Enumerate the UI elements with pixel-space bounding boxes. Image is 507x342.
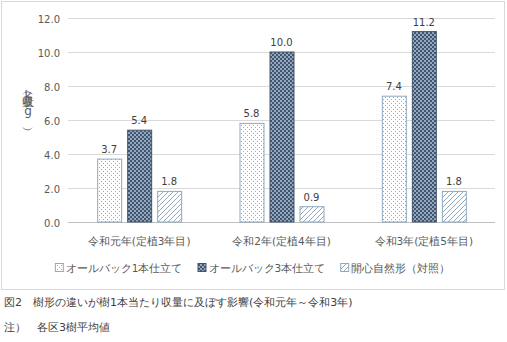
caption-title: 図2 樹形の違いが樹1本当たり収量に及ぼす影響(令和元年～令和3年) [4,296,353,309]
y-tick-label: 6.0 [44,116,60,127]
y-tick-label: 12.0 [38,14,60,25]
data-label: 5.4 [131,115,147,126]
bar [158,191,182,222]
data-label: 1.8 [161,176,177,187]
data-label: 10.0 [270,37,292,48]
x-tick-label: 令和元年(定植3年目) [88,235,191,247]
data-label: 3.7 [101,144,117,155]
y-tick-label: 2.0 [44,184,60,195]
y-tick-label: 8.0 [44,82,60,93]
data-label: 1.8 [446,176,462,187]
legend-label: オールバック3本仕立て [209,262,326,274]
y-tick-label: 4.0 [44,150,60,161]
legend-swatch [198,264,206,272]
legend-swatch [55,264,63,272]
x-tick-label: 令和3年(定植5年目) [375,235,474,247]
y-tick-label: 0.0 [44,218,60,229]
legend-label: 開心自然形（対照） [351,262,450,274]
legend: オールバック1本仕立て オールバック3本仕立て 開心自然形（対照） [55,262,450,274]
y-axis-line [68,18,69,222]
bar [382,96,406,222]
x-tick-label: 令和2年(定植4年目) [232,235,331,247]
bar [128,130,152,222]
chart-frame [2,2,505,290]
annotation: 注） 各区3樹平均値 [4,321,110,334]
y-tick-label: 10.0 [38,48,60,59]
data-label: 0.9 [304,192,320,203]
bar [240,123,264,222]
data-label: 5.8 [244,108,260,119]
y-axis-title: 収量（kg） [21,86,35,131]
data-label: 7.4 [386,81,402,92]
bar [270,52,294,222]
data-label: 11.2 [413,17,435,28]
bar [442,191,466,222]
bar [300,207,324,222]
legend-label: オールバック1本仕立て [66,262,183,274]
legend-swatch [341,264,349,272]
bar [98,159,122,222]
bar [412,32,436,222]
chart-root: 0.0 2.0 4.0 6.0 8.0 10.0 12.0 収量（kg） 3.7 5.4 1.8 5.… [0,0,507,342]
